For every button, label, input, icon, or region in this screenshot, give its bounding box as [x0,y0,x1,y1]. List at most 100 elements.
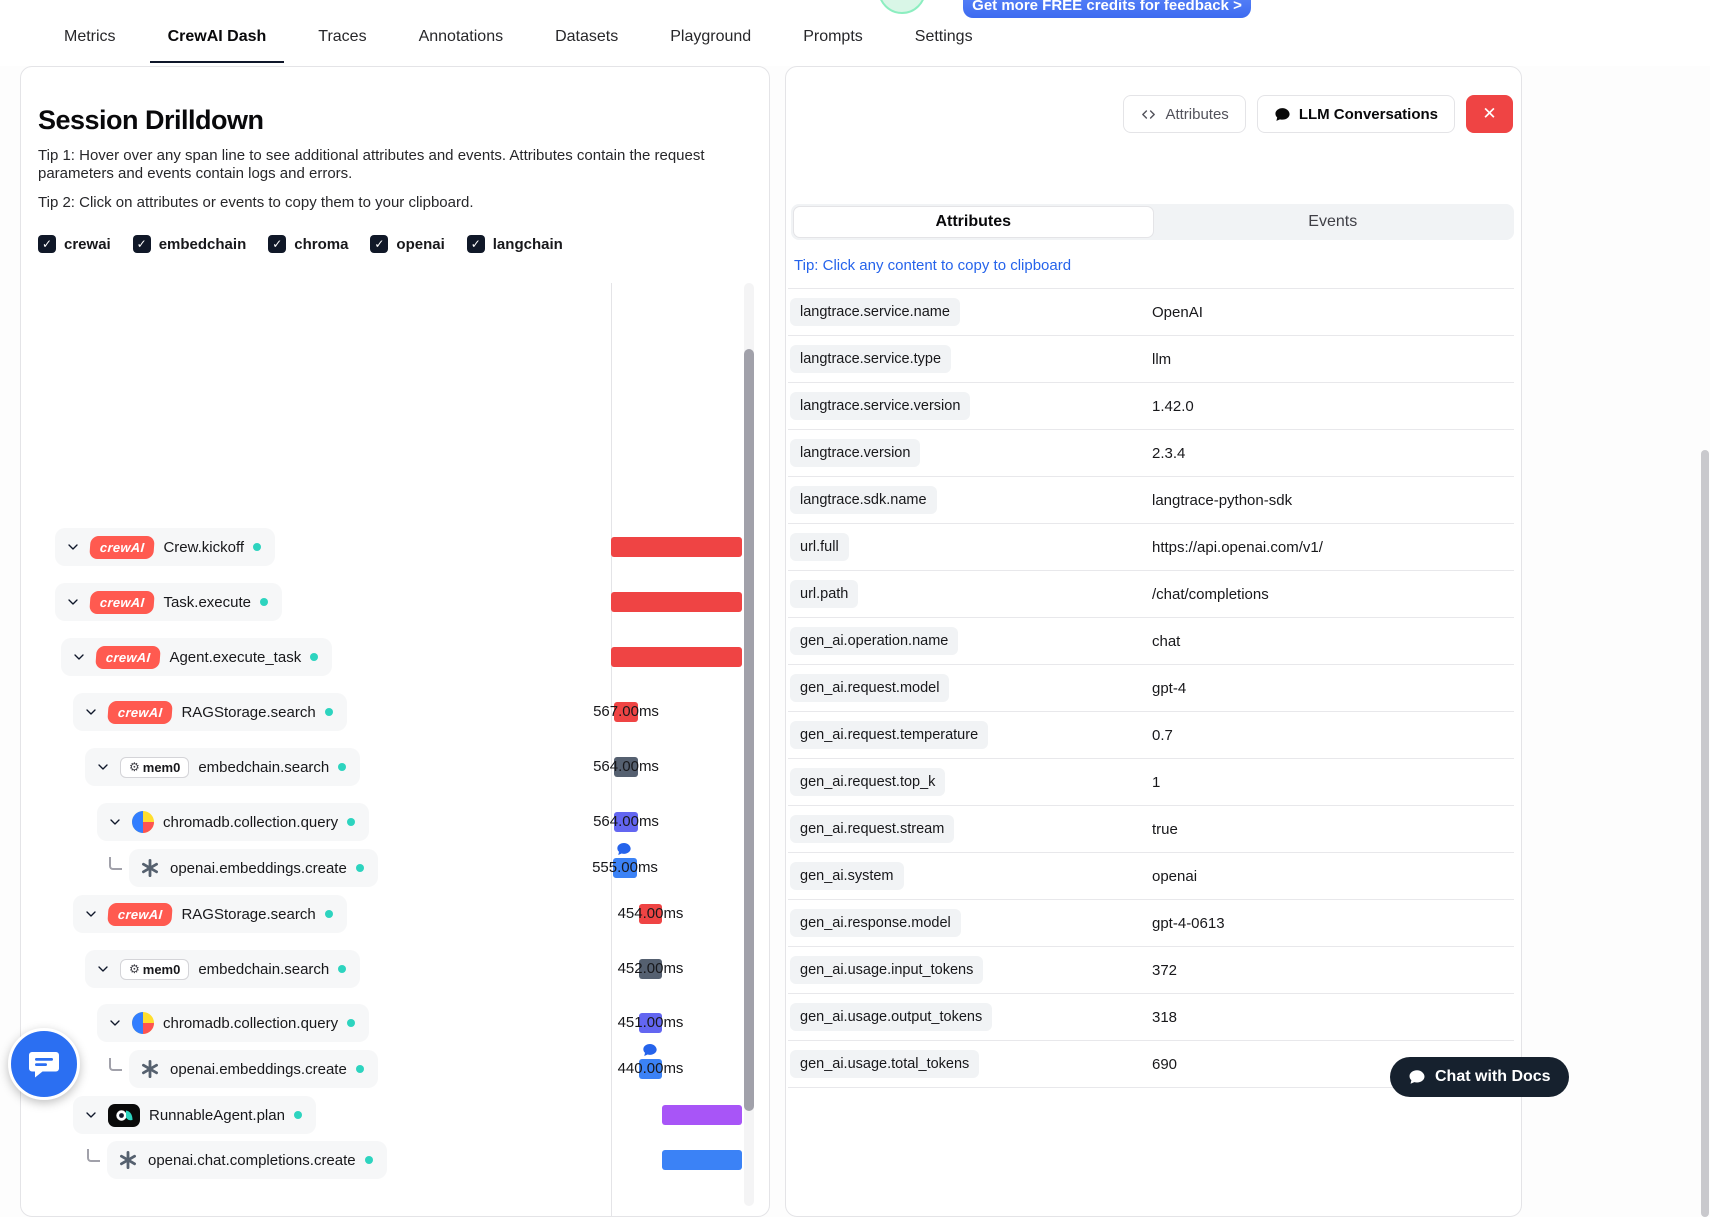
avatar[interactable] [878,0,926,14]
span-duration-bar[interactable] [614,702,638,722]
attribute-key[interactable]: gen_ai.request.model [790,674,950,702]
chevron-down-icon[interactable] [83,1107,99,1123]
chevron-down-icon[interactable] [71,649,87,665]
attribute-value[interactable]: OpenAI [1152,303,1203,321]
span-duration-bar[interactable] [639,904,662,924]
checkbox-icon[interactable]: ✓ [132,235,151,253]
span-pill[interactable]: openai.embeddings.create [129,1050,378,1088]
close-button[interactable]: ✕ [1466,95,1513,133]
tab-datasets[interactable]: Datasets [555,28,619,45]
span-pill[interactable]: RunnableAgent.plan [73,1096,316,1134]
span-pill[interactable]: crewAI Agent.execute_task [61,638,333,676]
tab-annotations[interactable]: Annotations [418,28,504,45]
span-row-runnableagent-plan[interactable]: RunnableAgent.plan [21,1096,769,1134]
span-row-ragstorage-search[interactable]: crewAI RAGStorage.search 454.00ms [21,895,769,933]
checkbox-icon[interactable]: ✓ [466,235,485,253]
attribute-value[interactable]: 1 [1152,773,1161,791]
span-row-openai-embeddings-create[interactable]: openai.embeddings.create 555.00ms [21,843,769,887]
span-pill[interactable]: chromadb.collection.query [97,803,370,841]
chat-widget-button[interactable] [8,1028,80,1100]
filter-openai[interactable]: ✓ openai [370,235,445,253]
tree-scrollbar-track[interactable] [744,283,754,1206]
attribute-value[interactable]: true [1152,820,1178,838]
span-row-agent-execute-task[interactable]: crewAI Agent.execute_task [21,638,769,676]
tab-crewai-dash[interactable]: CrewAI Dash [149,28,285,63]
tab-prompts[interactable]: Prompts [803,28,863,45]
span-pill[interactable]: crewAI Task.execute [55,583,282,621]
attribute-value[interactable]: https://api.openai.com/v1/ [1152,538,1323,556]
span-row-task-execute[interactable]: crewAI Task.execute [21,583,769,621]
span-row-ragstorage-search[interactable]: crewAI RAGStorage.search 567.00ms [21,693,769,731]
span-duration-bar[interactable] [662,1105,742,1125]
attribute-key[interactable]: gen_ai.response.model [790,909,961,937]
span-duration-bar[interactable] [613,858,637,878]
attribute-key[interactable]: url.path [790,580,859,608]
tab-playground[interactable]: Playground [670,28,752,45]
filter-crewai[interactable]: ✓ crewai [38,235,111,253]
credits-button[interactable]: Get more FREE credits for feedback > [963,0,1251,18]
attribute-value[interactable]: 0.7 [1152,726,1173,744]
chevron-down-icon[interactable] [95,961,111,977]
span-pill[interactable]: ⚙ mem0 embedchain.search [85,748,361,786]
chevron-down-icon[interactable] [95,759,111,775]
span-pill[interactable]: crewAI RAGStorage.search [73,895,347,933]
filter-embedchain[interactable]: ✓ embedchain [132,235,246,253]
span-duration-bar[interactable] [614,757,638,777]
tree-scrollbar-thumb[interactable] [744,349,754,1111]
chat-with-docs-button[interactable]: Chat with Docs [1390,1057,1569,1097]
chevron-down-icon[interactable] [83,704,99,720]
attribute-value[interactable]: 690 [1152,1055,1178,1073]
span-duration-bar[interactable] [639,959,662,979]
attribute-value[interactable]: /chat/completions [1152,585,1269,603]
tab-settings[interactable]: Settings [914,28,973,45]
detail-tab-events[interactable]: Events [1308,213,1358,230]
span-duration-bar[interactable] [662,1150,742,1170]
attribute-key[interactable]: langtrace.sdk.name [790,486,937,514]
span-pill[interactable]: ⚙ mem0 embedchain.search [85,950,361,988]
span-duration-bar[interactable] [611,592,742,612]
chevron-down-icon[interactable] [107,814,123,830]
attributes-button[interactable]: Attributes [1123,95,1246,133]
span-pill[interactable]: openai.embeddings.create [129,849,378,887]
attribute-key[interactable]: langtrace.version [790,439,921,467]
attribute-key[interactable]: url.full [790,533,849,561]
span-pill[interactable]: openai.chat.completions.create [107,1141,387,1179]
span-pill[interactable]: chromadb.collection.query [97,1004,370,1042]
span-duration-bar[interactable] [639,1059,662,1079]
checkbox-icon[interactable]: ✓ [38,235,56,253]
tab-traces[interactable]: Traces [318,28,367,45]
attribute-key[interactable]: gen_ai.request.stream [790,815,955,843]
attribute-key[interactable]: gen_ai.usage.output_tokens [790,1003,993,1031]
attribute-key[interactable]: gen_ai.system [790,862,904,890]
chevron-down-icon[interactable] [107,1015,123,1031]
span-row-chromadb-collection-query[interactable]: chromadb.collection.query 451.00ms [21,1004,769,1042]
tab-metrics[interactable]: Metrics [64,28,116,45]
chevron-down-icon[interactable] [83,906,99,922]
attribute-value[interactable]: 318 [1152,1008,1178,1026]
checkbox-icon[interactable]: ✓ [370,235,389,253]
span-row-embedchain-search[interactable]: ⚙ mem0 embedchain.search 564.00ms [21,748,769,786]
attribute-value[interactable]: openai [1152,867,1198,885]
span-row-chromadb-collection-query[interactable]: chromadb.collection.query 564.00ms [21,803,769,841]
span-pill[interactable]: crewAI RAGStorage.search [73,693,347,731]
span-duration-bar[interactable] [639,1013,662,1033]
attribute-key[interactable]: gen_ai.usage.input_tokens [790,956,984,984]
span-duration-bar[interactable] [614,812,638,832]
span-row-crew-kickoff[interactable]: crewAI Crew.kickoff [21,528,769,566]
attribute-value[interactable]: llm [1152,350,1172,368]
chevron-down-icon[interactable] [65,594,81,610]
span-row-openai-embeddings-create[interactable]: openai.embeddings.create 440.00ms [21,1044,769,1088]
attribute-key[interactable]: gen_ai.request.temperature [790,721,989,749]
detail-tab-attributes[interactable]: Attributes [793,206,1154,238]
attribute-value[interactable]: 2.3.4 [1152,444,1186,462]
attribute-key[interactable]: langtrace.service.version [790,392,971,420]
attribute-key[interactable]: gen_ai.request.top_k [790,768,946,796]
span-duration-bar[interactable] [611,537,742,557]
attribute-value[interactable]: chat [1152,632,1181,650]
attribute-value[interactable]: langtrace-python-sdk [1152,491,1293,509]
page-scrollbar-thumb[interactable] [1701,450,1709,1217]
filter-langchain[interactable]: ✓ langchain [466,235,563,253]
attribute-key[interactable]: langtrace.service.name [790,298,960,326]
attribute-value[interactable]: 372 [1152,961,1178,979]
attribute-value[interactable]: gpt-4-0613 [1152,914,1225,932]
